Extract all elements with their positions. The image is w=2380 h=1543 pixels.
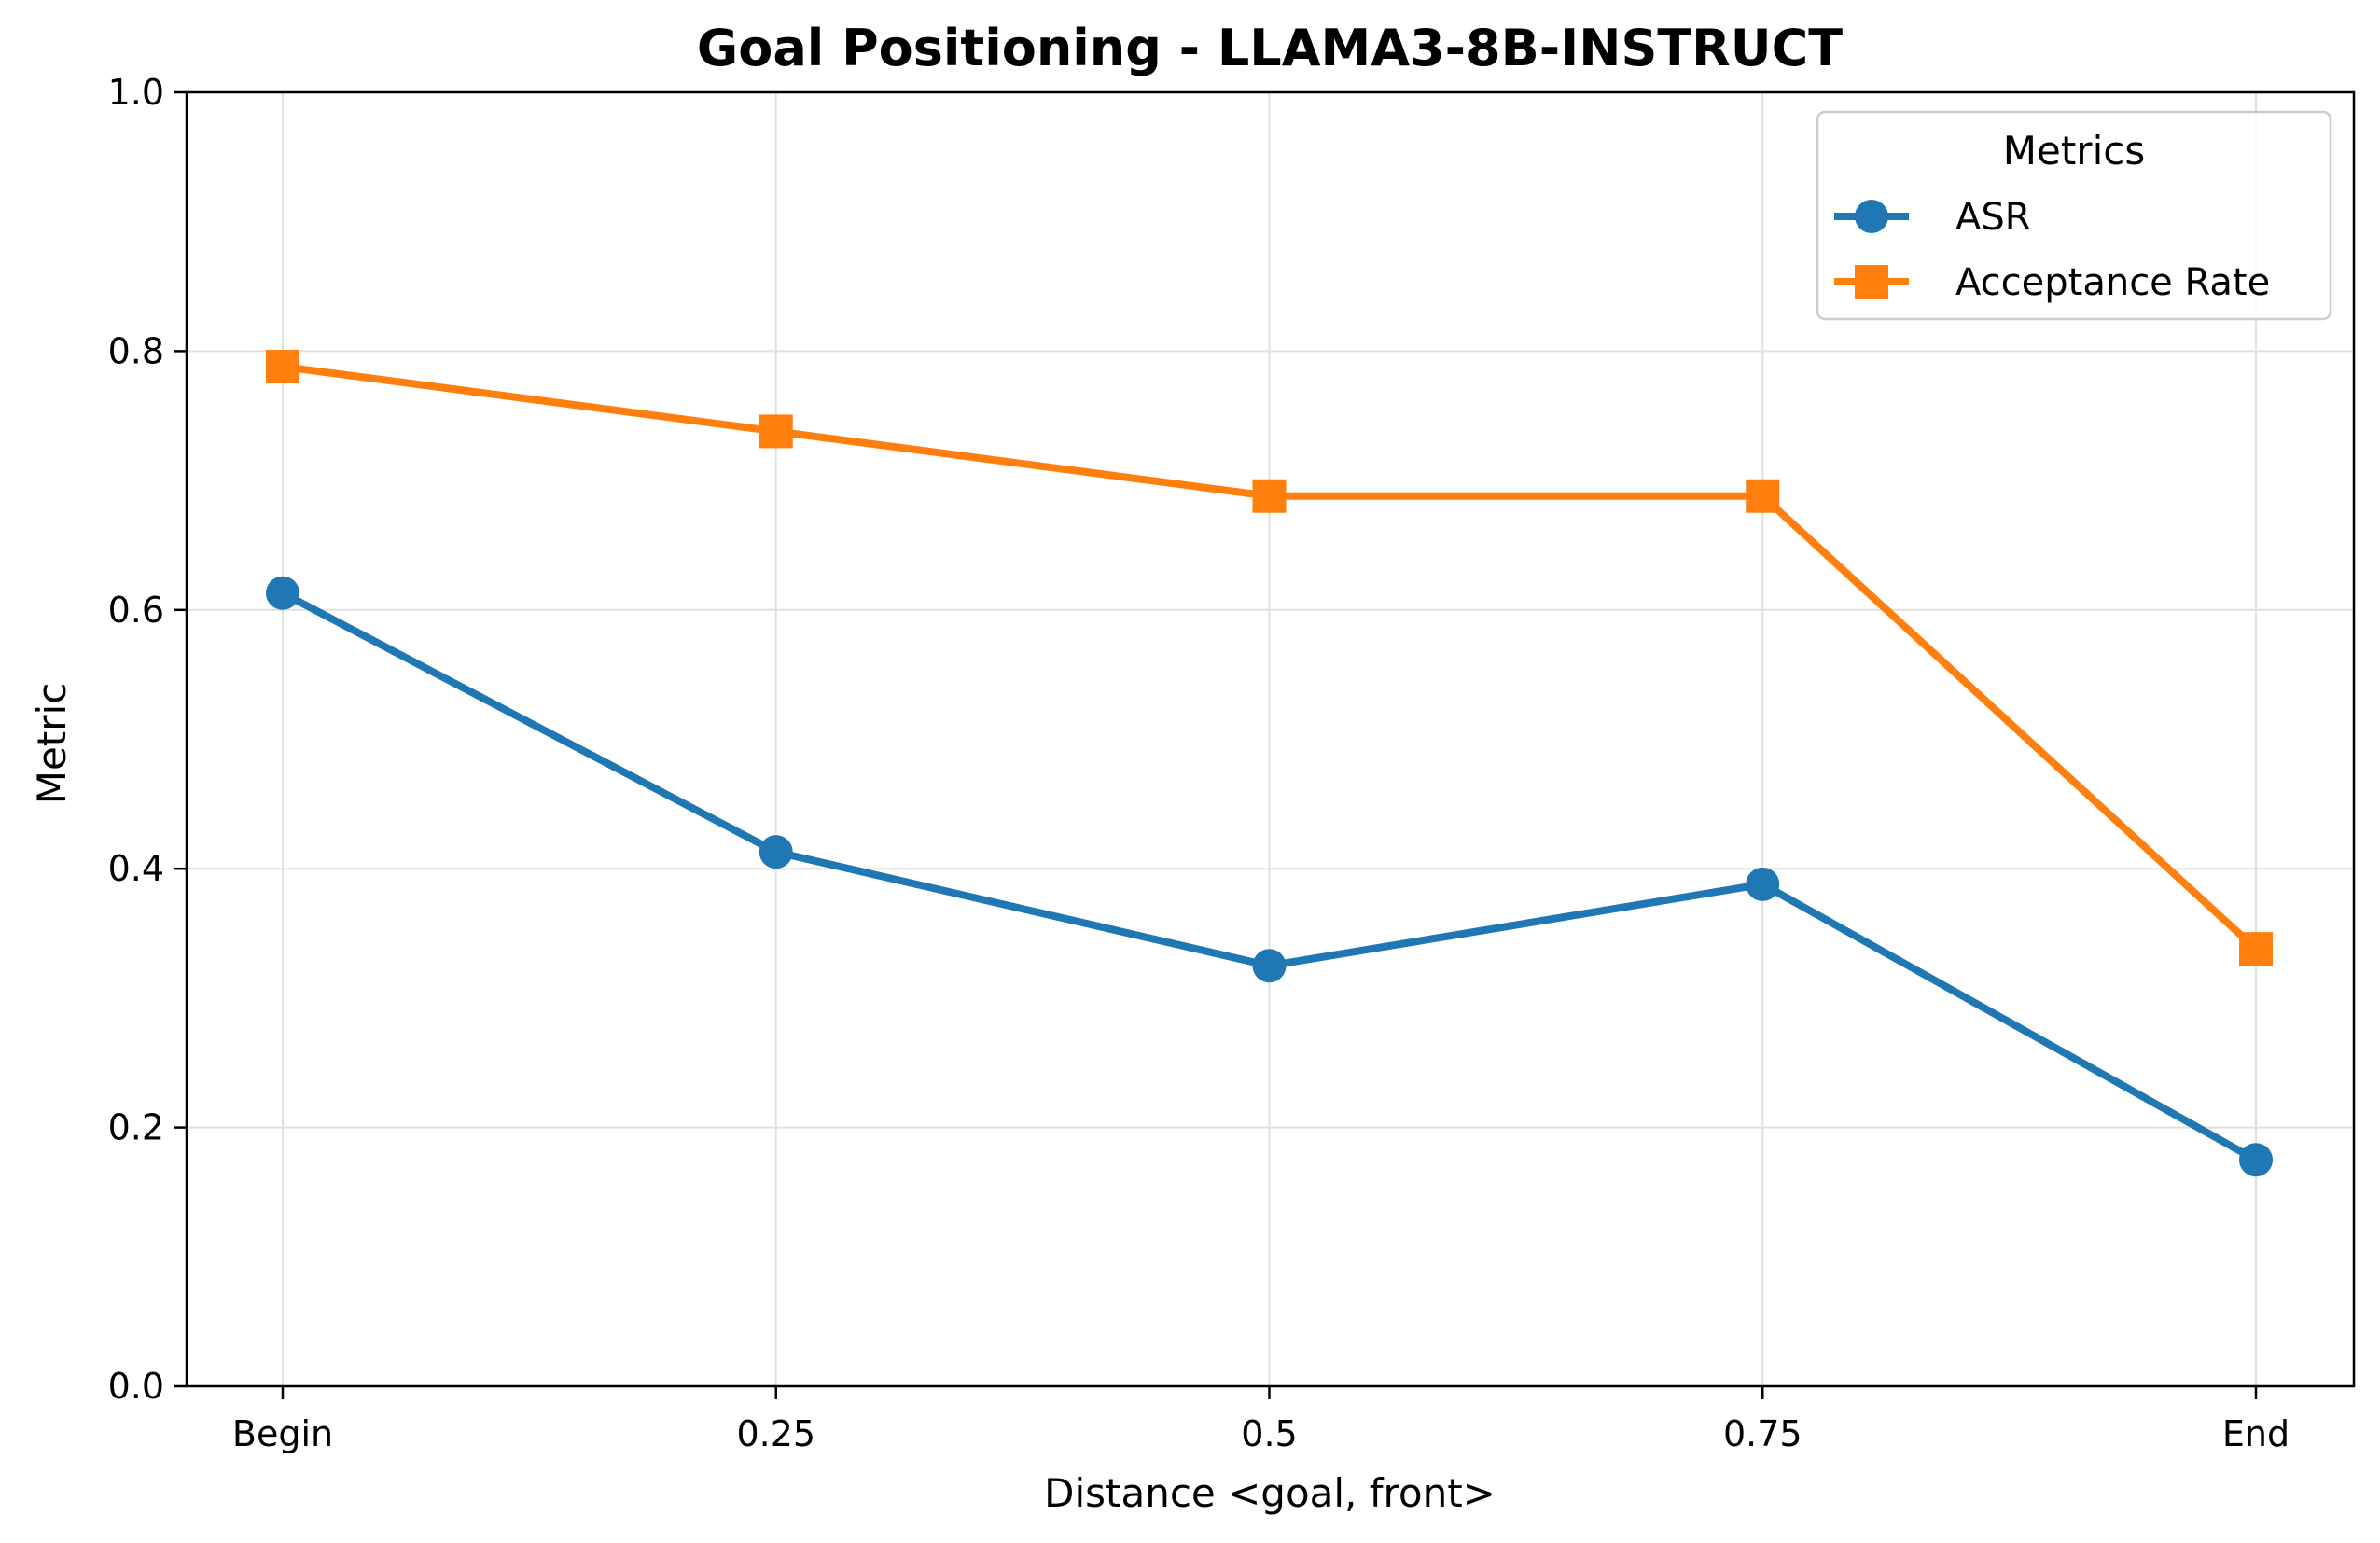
series-asr bbox=[266, 576, 2273, 1177]
axes-layer: Begin 0.25 0.5 0.75 End 0.0 0.2 0.4 0.6 0.8 1.0 bbox=[108, 72, 2356, 1454]
data-point bbox=[2239, 1143, 2273, 1177]
x-tick-label: 0.5 bbox=[1241, 1413, 1297, 1454]
y-tick-label: 0.6 bbox=[108, 590, 164, 631]
x-tick-label: 0.75 bbox=[1723, 1413, 1802, 1454]
y-tick-label: 0.4 bbox=[108, 848, 164, 889]
data-point bbox=[759, 414, 793, 449]
x-tick-label: End bbox=[2222, 1413, 2290, 1454]
series-acceptance-rate bbox=[266, 350, 2273, 966]
legend-label: Acceptance Rate bbox=[1955, 261, 2270, 304]
legend-marker bbox=[1855, 265, 1888, 299]
data-point bbox=[1252, 479, 1287, 513]
legend: Metrics ASR Acceptance Rate bbox=[1816, 110, 2332, 321]
data-point bbox=[1746, 479, 1780, 513]
series-layer bbox=[266, 350, 2273, 1177]
x-tick-label: 0.25 bbox=[736, 1413, 815, 1454]
legend-marker bbox=[1855, 200, 1888, 233]
x-axis-label: Distance <goal, front> bbox=[1044, 1470, 1496, 1516]
data-point bbox=[2239, 932, 2273, 966]
data-point bbox=[266, 576, 299, 610]
data-point bbox=[266, 350, 299, 384]
data-point bbox=[1746, 867, 1780, 901]
data-point bbox=[1252, 949, 1287, 983]
chart-title: Goal Positioning - LLAMA3-8B-INSTRUCT bbox=[697, 19, 1843, 77]
y-axis-label: Metric bbox=[29, 683, 75, 805]
legend-item: Acceptance Rate bbox=[1834, 261, 2270, 304]
legend-box bbox=[1816, 110, 2332, 321]
y-tick-label: 1.0 bbox=[108, 72, 164, 113]
legend-label: ASR bbox=[1955, 196, 2031, 239]
legend-title: Metrics bbox=[2003, 128, 2145, 174]
y-tick-label: 0.2 bbox=[108, 1107, 164, 1148]
legend-item: ASR bbox=[1834, 196, 2031, 239]
y-tick-label: 0.8 bbox=[108, 330, 164, 371]
y-tick-label: 0.0 bbox=[108, 1366, 164, 1407]
data-point bbox=[759, 835, 793, 869]
x-tick-label: Begin bbox=[232, 1413, 333, 1454]
